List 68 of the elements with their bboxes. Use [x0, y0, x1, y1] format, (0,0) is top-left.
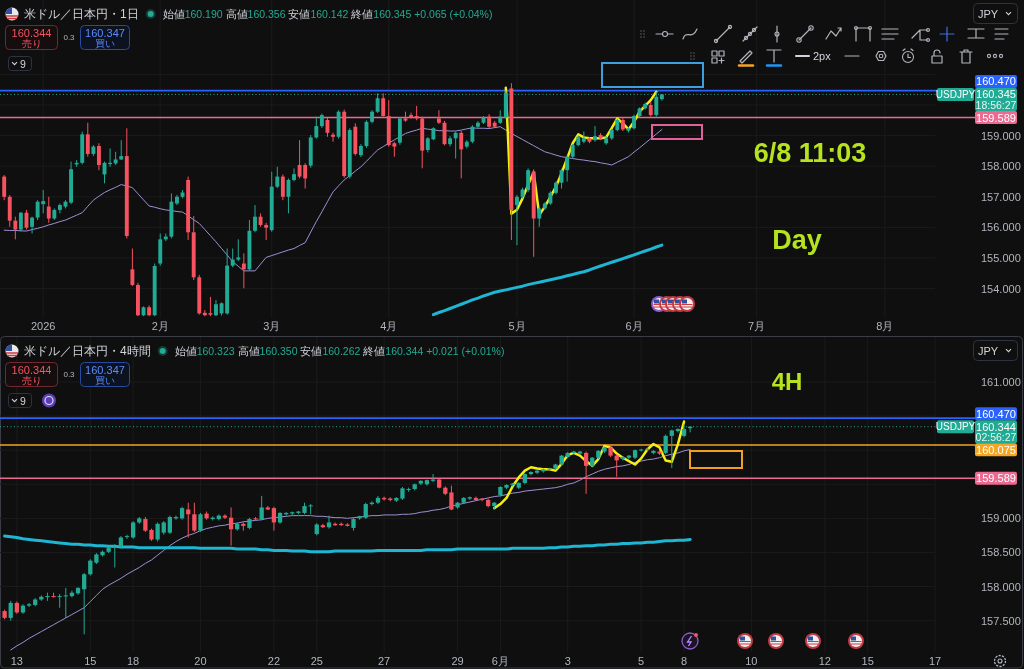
x-tick: 13 [10, 655, 23, 667]
spread: 0.3 [63, 32, 75, 42]
x-tick: 8月 [876, 320, 894, 332]
ref-line-label: 160.345 [976, 88, 1016, 101]
x-tick: 5 [638, 655, 645, 667]
annotation: 買い [95, 375, 115, 386]
currency: JPY [978, 344, 999, 357]
subtitle: 始値160.190 高値160.356 安値160.142 終値160.345 +0.065 (+0.04%) [162, 8, 493, 20]
ref-line-label: 160.344 [976, 420, 1016, 433]
subtitle: 始値160.323 高値160.350 安値160.262 終値160.344 +0.021 (+0.01%) [174, 345, 505, 357]
y-tick: 158.000 [981, 160, 1021, 173]
x-tick: 15 [861, 655, 874, 667]
currency: JPY [978, 7, 999, 20]
sell-button: 160.344 売り [5, 25, 58, 50]
x-tick: 3月 [263, 320, 281, 332]
y-tick: 161.000 [981, 376, 1021, 388]
ref-label: 159.589 [975, 111, 1017, 125]
x-tick: 10 [745, 655, 758, 667]
x-tick: 25 [310, 655, 323, 667]
x-tick: 2026 [30, 320, 56, 332]
x-tick: 12 [818, 655, 831, 667]
spread: 0.3 [63, 369, 75, 379]
annotation: 160.344 [11, 26, 52, 39]
note: 6/8 11:03 [753, 138, 867, 168]
buy-button: 160.347 買い [80, 362, 130, 387]
x-tick: 22 [267, 655, 281, 667]
indicator-count: 9 [20, 394, 26, 407]
annotation: 売り [21, 375, 42, 386]
y-tick: 157.000 [981, 190, 1021, 203]
x-tick: 27 [377, 655, 391, 667]
x-tick: 6月 [491, 655, 509, 667]
ref-label: 160.075 [975, 443, 1017, 457]
countdown: 02:56:27 [975, 431, 1017, 444]
x-tick: 15 [84, 655, 97, 667]
toolbar-label: 2px [813, 50, 831, 62]
title: 米ドル／日本円・1日 [24, 7, 139, 21]
x-tick: 18 [127, 655, 140, 667]
annotation: 160.347 [85, 26, 125, 39]
x-tick: 20 [194, 655, 207, 667]
countdown: 18:56:27 [975, 98, 1017, 111]
sell-button: 160.344 売り [5, 362, 58, 387]
x-tick: 7月 [748, 320, 766, 332]
x-tick: 2月 [151, 320, 169, 332]
y-tick: 158.500 [981, 546, 1021, 559]
y-tick: 154.000 [981, 282, 1021, 295]
y-tick: 159.000 [981, 512, 1021, 525]
x-tick: 6月 [625, 320, 643, 332]
ref-label: 160.470 [975, 407, 1017, 421]
note: 4H [771, 367, 803, 395]
annotation: 買い [95, 38, 115, 49]
buy-button: 160.347 買い [80, 25, 130, 50]
annotation: 売り [21, 38, 42, 49]
y-tick: 158.000 [981, 580, 1021, 593]
x-tick: 3 [564, 655, 571, 667]
note: Day [772, 225, 822, 255]
x-tick: 29 [451, 655, 464, 667]
y-tick: 155.000 [981, 252, 1021, 264]
x-tick: 4月 [380, 320, 398, 332]
x-tick: 8 [680, 655, 688, 667]
annotation: 160.347 [85, 363, 125, 376]
annotation: 160.344 [11, 363, 52, 376]
indicator-count: 9 [20, 57, 26, 70]
y-tick: 159.000 [981, 129, 1021, 142]
x-tick: 5月 [508, 320, 526, 332]
y-tick: 156.000 [981, 221, 1021, 234]
y-tick: 157.500 [981, 614, 1021, 627]
title: 米ドル／日本円・4時間 [24, 344, 151, 358]
x-tick: 17 [928, 655, 942, 667]
